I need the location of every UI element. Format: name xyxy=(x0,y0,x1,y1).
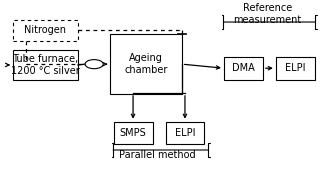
FancyBboxPatch shape xyxy=(13,50,78,80)
Text: Reference
measurement: Reference measurement xyxy=(234,3,302,25)
Text: Nitrogen: Nitrogen xyxy=(24,25,67,35)
Text: ELPI: ELPI xyxy=(175,128,195,138)
Text: Tube furnace,
1200 °C silver: Tube furnace, 1200 °C silver xyxy=(11,54,80,76)
FancyBboxPatch shape xyxy=(13,20,78,41)
FancyBboxPatch shape xyxy=(166,122,205,144)
FancyBboxPatch shape xyxy=(276,57,315,80)
Circle shape xyxy=(85,60,103,69)
Text: ELPI: ELPI xyxy=(285,63,306,73)
Text: DMA: DMA xyxy=(232,63,255,73)
FancyBboxPatch shape xyxy=(224,57,263,80)
FancyBboxPatch shape xyxy=(110,34,182,94)
Text: Parallel method: Parallel method xyxy=(119,150,196,160)
Text: Ageing
chamber: Ageing chamber xyxy=(124,53,168,75)
FancyBboxPatch shape xyxy=(114,122,153,144)
Text: SMPS: SMPS xyxy=(120,128,146,138)
